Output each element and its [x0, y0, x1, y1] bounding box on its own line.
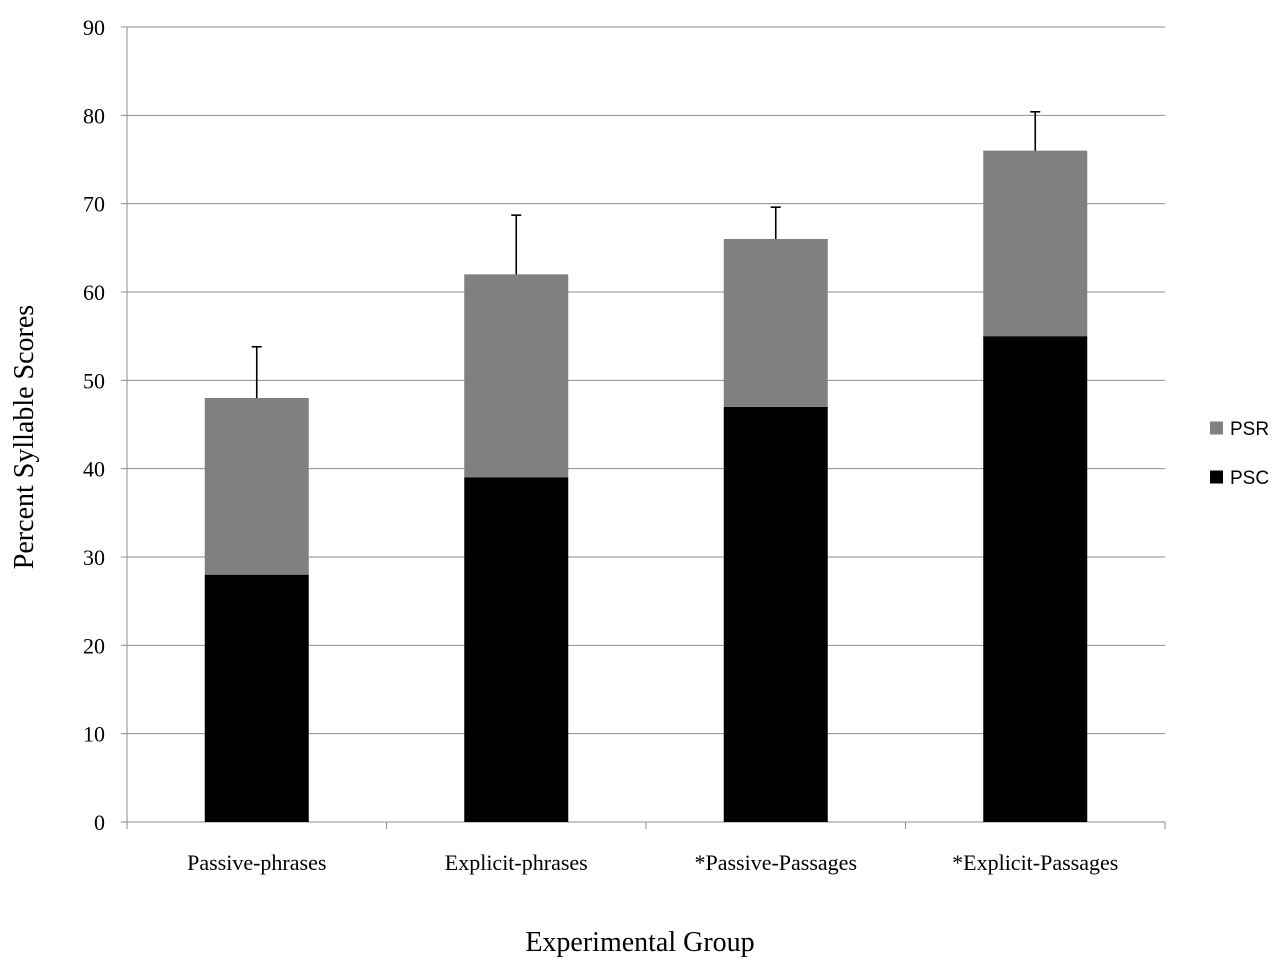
- y-tick-label: 80: [83, 103, 105, 128]
- bar-psr-1: [464, 274, 569, 478]
- category-labels: Passive-phrases Explicit-phrases *Passive-…: [187, 850, 1118, 875]
- y-axis-title: Percent Syllable Scores: [9, 305, 40, 569]
- bar-psc-3: [983, 336, 1088, 822]
- y-tick-label: 70: [83, 192, 105, 217]
- x-category-label: *Explicit-Passages: [952, 850, 1118, 875]
- bar-psc-2: [723, 406, 828, 822]
- legend-swatch-psr: [1210, 421, 1223, 435]
- legend-swatch-psc: [1210, 470, 1223, 484]
- bar-psr-3: [983, 150, 1088, 337]
- bar-psr-0: [204, 398, 309, 575]
- legend: PSR PSC: [1210, 419, 1269, 489]
- bar-psr-2: [723, 239, 828, 407]
- bar-psc-0: [204, 574, 309, 822]
- y-tick-label: 0: [94, 810, 105, 835]
- y-tick-label: 40: [83, 457, 105, 482]
- bar-psc-1: [464, 477, 569, 822]
- x-category-label: *Passive-Passages: [694, 850, 857, 875]
- tick-labels: 0 10 20 30 40 50 60 70 80 90: [83, 15, 105, 835]
- y-tick-label: 20: [83, 633, 105, 658]
- y-tick-label: 60: [83, 280, 105, 305]
- x-category-label: Passive-phrases: [187, 850, 326, 875]
- y-tick-label: 30: [83, 545, 105, 570]
- error-bars: [251, 111, 1041, 398]
- y-tick-label: 50: [83, 368, 105, 393]
- x-category-label: Explicit-phrases: [445, 850, 588, 875]
- x-axis-title: Experimental Group: [525, 927, 754, 958]
- bars: [204, 150, 1088, 822]
- legend-label-psc: PSC: [1230, 468, 1269, 489]
- y-tick-label: 90: [83, 15, 105, 40]
- legend-label-psr: PSR: [1230, 419, 1269, 440]
- y-tick-label: 10: [83, 722, 105, 747]
